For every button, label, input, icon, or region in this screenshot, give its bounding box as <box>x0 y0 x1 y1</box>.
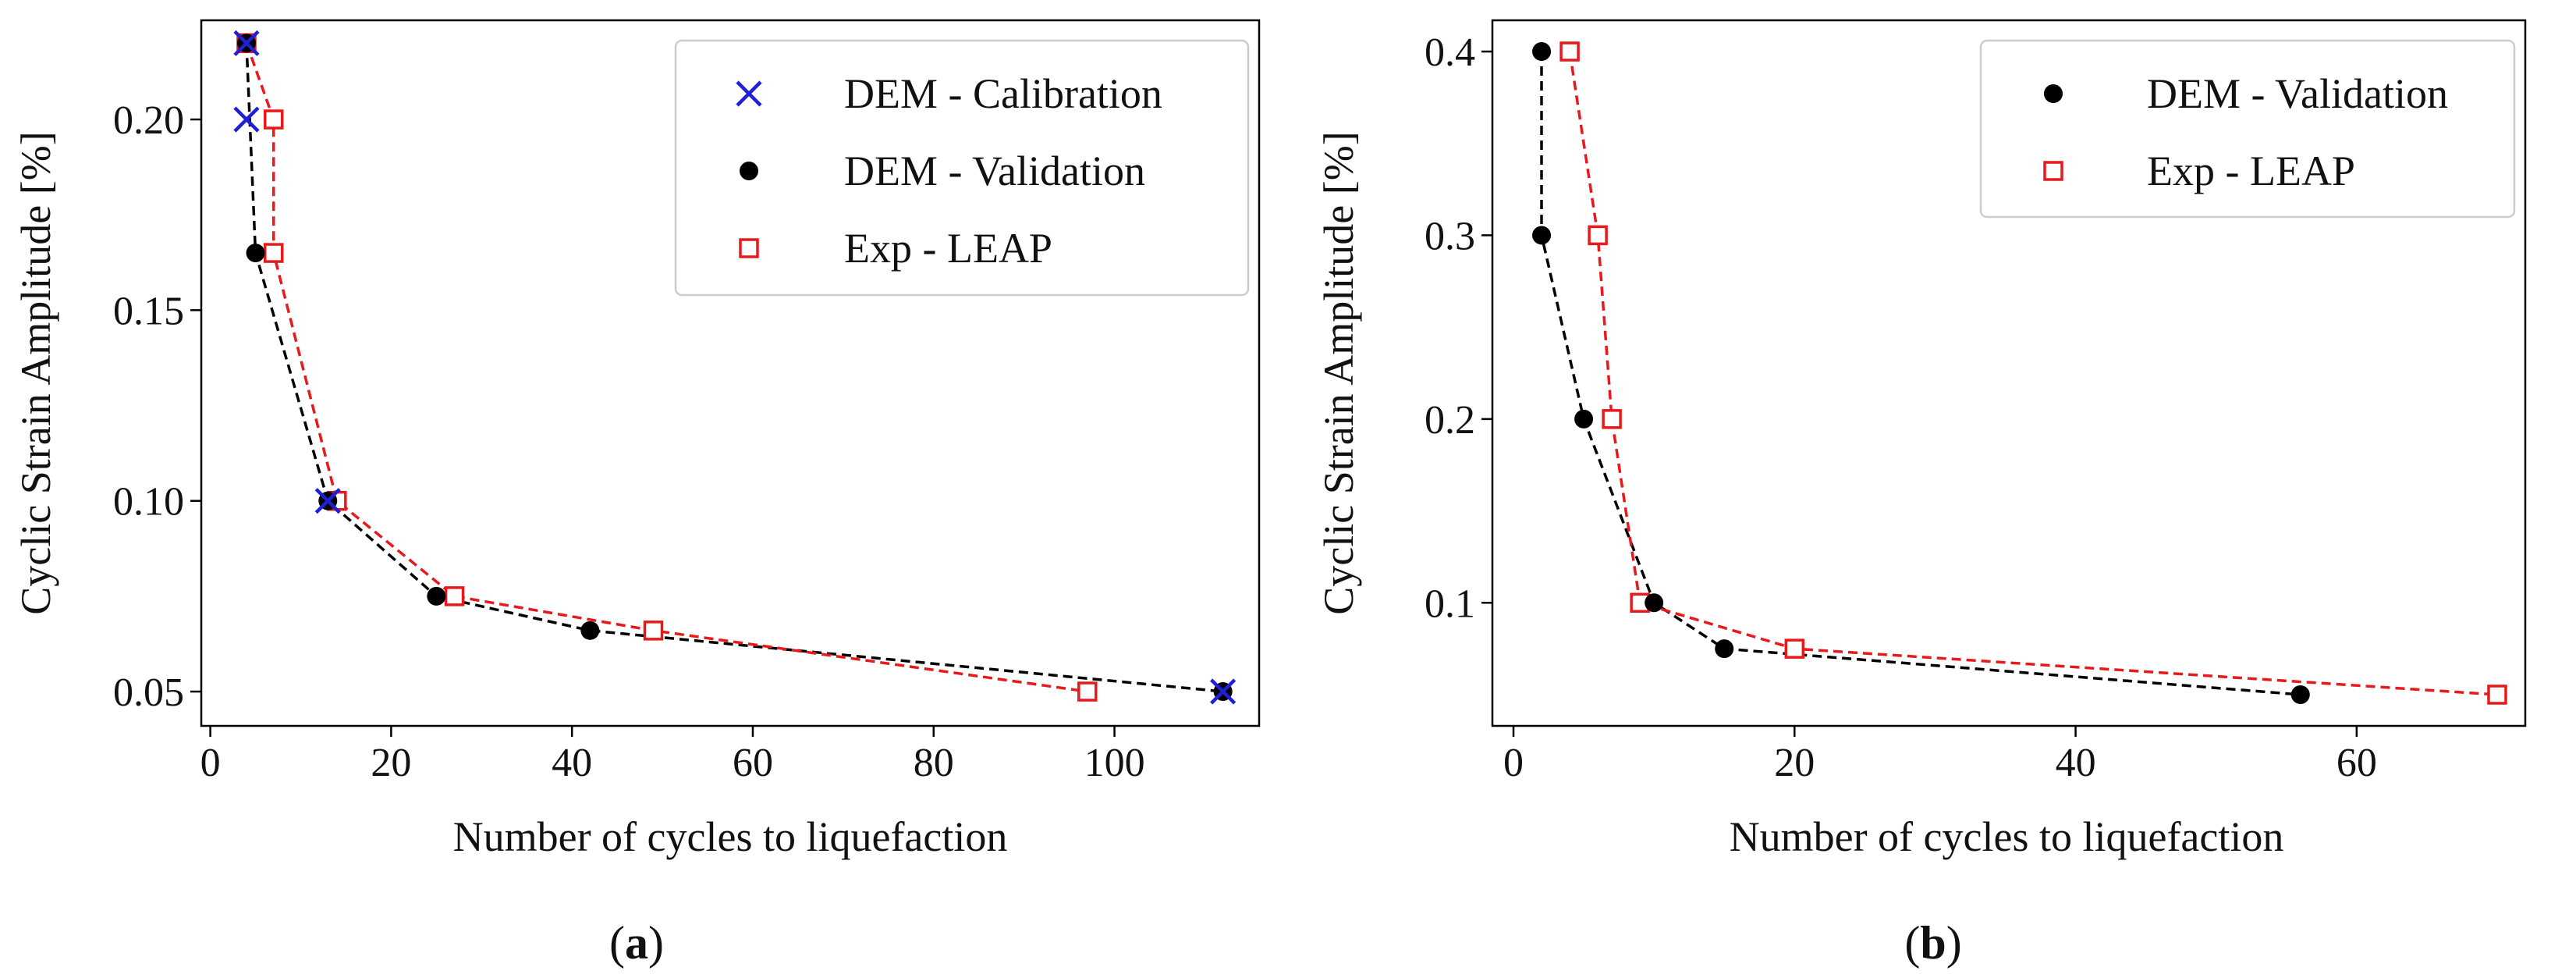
data-point-b0 <box>1574 409 1594 429</box>
x-tick-label-b: 0 <box>1503 741 1524 785</box>
data-point-a2 <box>263 109 284 130</box>
x-tick-label-b: 40 <box>2056 741 2096 785</box>
data-point-b0 <box>1532 42 1552 62</box>
data-point-b1 <box>1588 225 1608 246</box>
y-ticks-a: 0.05 0.10 0.15 0.20 <box>113 98 201 715</box>
data-point-a0 <box>314 488 341 514</box>
legend-symbol-a2 <box>739 238 759 258</box>
legend-symbol-b1 <box>2043 161 2063 181</box>
legend-text-a2: Exp - LEAP <box>844 225 1052 272</box>
legend-symbol-a0 <box>736 80 762 107</box>
x-ticks-a: 0 20 40 60 80 100 <box>200 726 1145 785</box>
data-point-b0 <box>1715 639 1734 659</box>
panel-label-a: (a) <box>609 917 664 969</box>
panel-letter-a: a <box>625 917 648 969</box>
plot-frame-b <box>1491 19 2527 727</box>
chart-panel-b: Cyclic Strain Amplitude [%] Number of cy… <box>1315 19 2527 969</box>
x-tick-label-a: 60 <box>733 741 773 785</box>
data-point-b1 <box>1602 409 1622 429</box>
legend-entry-a1: DEM - Validation <box>740 148 1145 194</box>
legend-entry-a0: DEM - Calibration <box>736 70 1162 117</box>
data-point-a1 <box>246 244 265 263</box>
legend-a: DEM - Calibration DEM - Validation Exp -… <box>674 39 1250 297</box>
x-tick-label-b: 60 <box>2336 741 2377 785</box>
legend-b: DEM - Validation Exp - LEAP <box>1979 39 2516 219</box>
legend-text-b1: Exp - LEAP <box>2147 148 2355 194</box>
legend-entry-b1: Exp - LEAP <box>2043 148 2355 194</box>
data-point-b0 <box>1532 226 1552 245</box>
legend-marker-a2 <box>739 238 759 258</box>
y-tick-label-a: 0.10 <box>113 480 184 525</box>
legend-text-a1: DEM - Validation <box>844 148 1145 194</box>
y-tick-label-b: 0.2 <box>1425 398 1475 443</box>
data-point-a2 <box>444 586 465 606</box>
legend-marker-b0 <box>2044 84 2063 103</box>
legend-text-a0: DEM - Calibration <box>844 70 1162 117</box>
legend-marker-a0 <box>736 80 762 107</box>
x-tick-label-b: 20 <box>1774 741 1815 785</box>
panel-label-b: (b) <box>1904 917 1961 969</box>
x-axis-label-a: Number of cycles to liquefaction <box>453 813 1008 860</box>
legend-entry-a2: Exp - LEAP <box>739 225 1052 272</box>
legend-marker-b1 <box>2043 161 2063 181</box>
y-tick-label-a: 0.05 <box>113 670 184 715</box>
legend-frame-a <box>674 39 1250 297</box>
y-axis-label-b: Cyclic Strain Amplitude [%] <box>1315 131 1362 614</box>
legend-text-b0: DEM - Validation <box>2147 70 2448 117</box>
y-ticks-b: 0.1 0.2 0.3 0.4 <box>1425 30 1492 626</box>
data-point-b1 <box>1559 41 1580 62</box>
x-tick-label-a: 0 <box>200 741 221 785</box>
data-point-b0 <box>1645 593 1664 613</box>
data-point-a0 <box>233 30 260 56</box>
plot-frame-a <box>200 19 1261 727</box>
data-point-a0 <box>233 106 260 133</box>
x-tick-label-a: 100 <box>1084 741 1145 785</box>
panel-letter-b: b <box>1920 917 1946 969</box>
data-point-a1 <box>427 586 446 606</box>
data-point-a2 <box>1077 681 1098 702</box>
y-tick-label-a: 0.20 <box>113 98 184 143</box>
data-point-a0 <box>1210 678 1237 705</box>
x-tick-label-a: 80 <box>914 741 954 785</box>
series-line-b0 <box>1540 52 2301 696</box>
y-tick-label-b: 0.1 <box>1425 581 1475 626</box>
x-axis-label-b: Number of cycles to liquefaction <box>1730 813 2284 860</box>
y-tick-label-b: 0.3 <box>1425 214 1475 258</box>
x-tick-label-a: 20 <box>371 741 411 785</box>
y-tick-label-b: 0.4 <box>1425 30 1475 75</box>
y-axis-label-a: Cyclic Strain Amplitude [%] <box>12 131 59 614</box>
data-point-b1 <box>2487 685 2507 705</box>
x-ticks-b: 0 20 40 60 <box>1503 726 2377 785</box>
series-line-a1 <box>245 43 1223 693</box>
legend-symbol-a1 <box>740 162 758 180</box>
data-point-a2 <box>643 621 664 641</box>
y-tick-label-a: 0.15 <box>113 289 184 333</box>
x-tick-label-a: 40 <box>552 741 592 785</box>
series-a <box>233 30 1237 705</box>
series-line-b1 <box>1568 51 2498 696</box>
chart-panel-a: Cyclic Strain Amplitude [%] Number of cy… <box>12 19 1261 969</box>
legend-marker-a1 <box>740 162 758 180</box>
legend-symbol-b0 <box>2044 84 2063 103</box>
series-b <box>1532 41 2507 705</box>
data-point-a1 <box>580 621 600 640</box>
data-point-a2 <box>263 243 284 263</box>
data-point-b1 <box>1784 638 1805 659</box>
legend-entry-b0: DEM - Validation <box>2044 70 2448 117</box>
legend-frame-b <box>1979 39 2516 219</box>
data-point-b0 <box>2290 685 2310 704</box>
